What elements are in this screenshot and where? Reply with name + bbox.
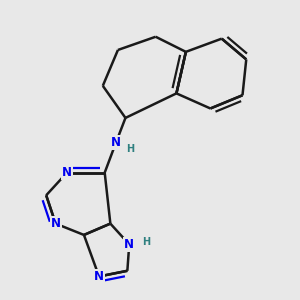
Text: N: N <box>111 136 121 149</box>
Text: N: N <box>62 166 72 179</box>
Text: H: H <box>126 144 134 154</box>
Text: N: N <box>94 270 104 283</box>
Text: N: N <box>51 217 61 230</box>
Text: N: N <box>124 238 134 251</box>
Text: H: H <box>142 238 150 248</box>
